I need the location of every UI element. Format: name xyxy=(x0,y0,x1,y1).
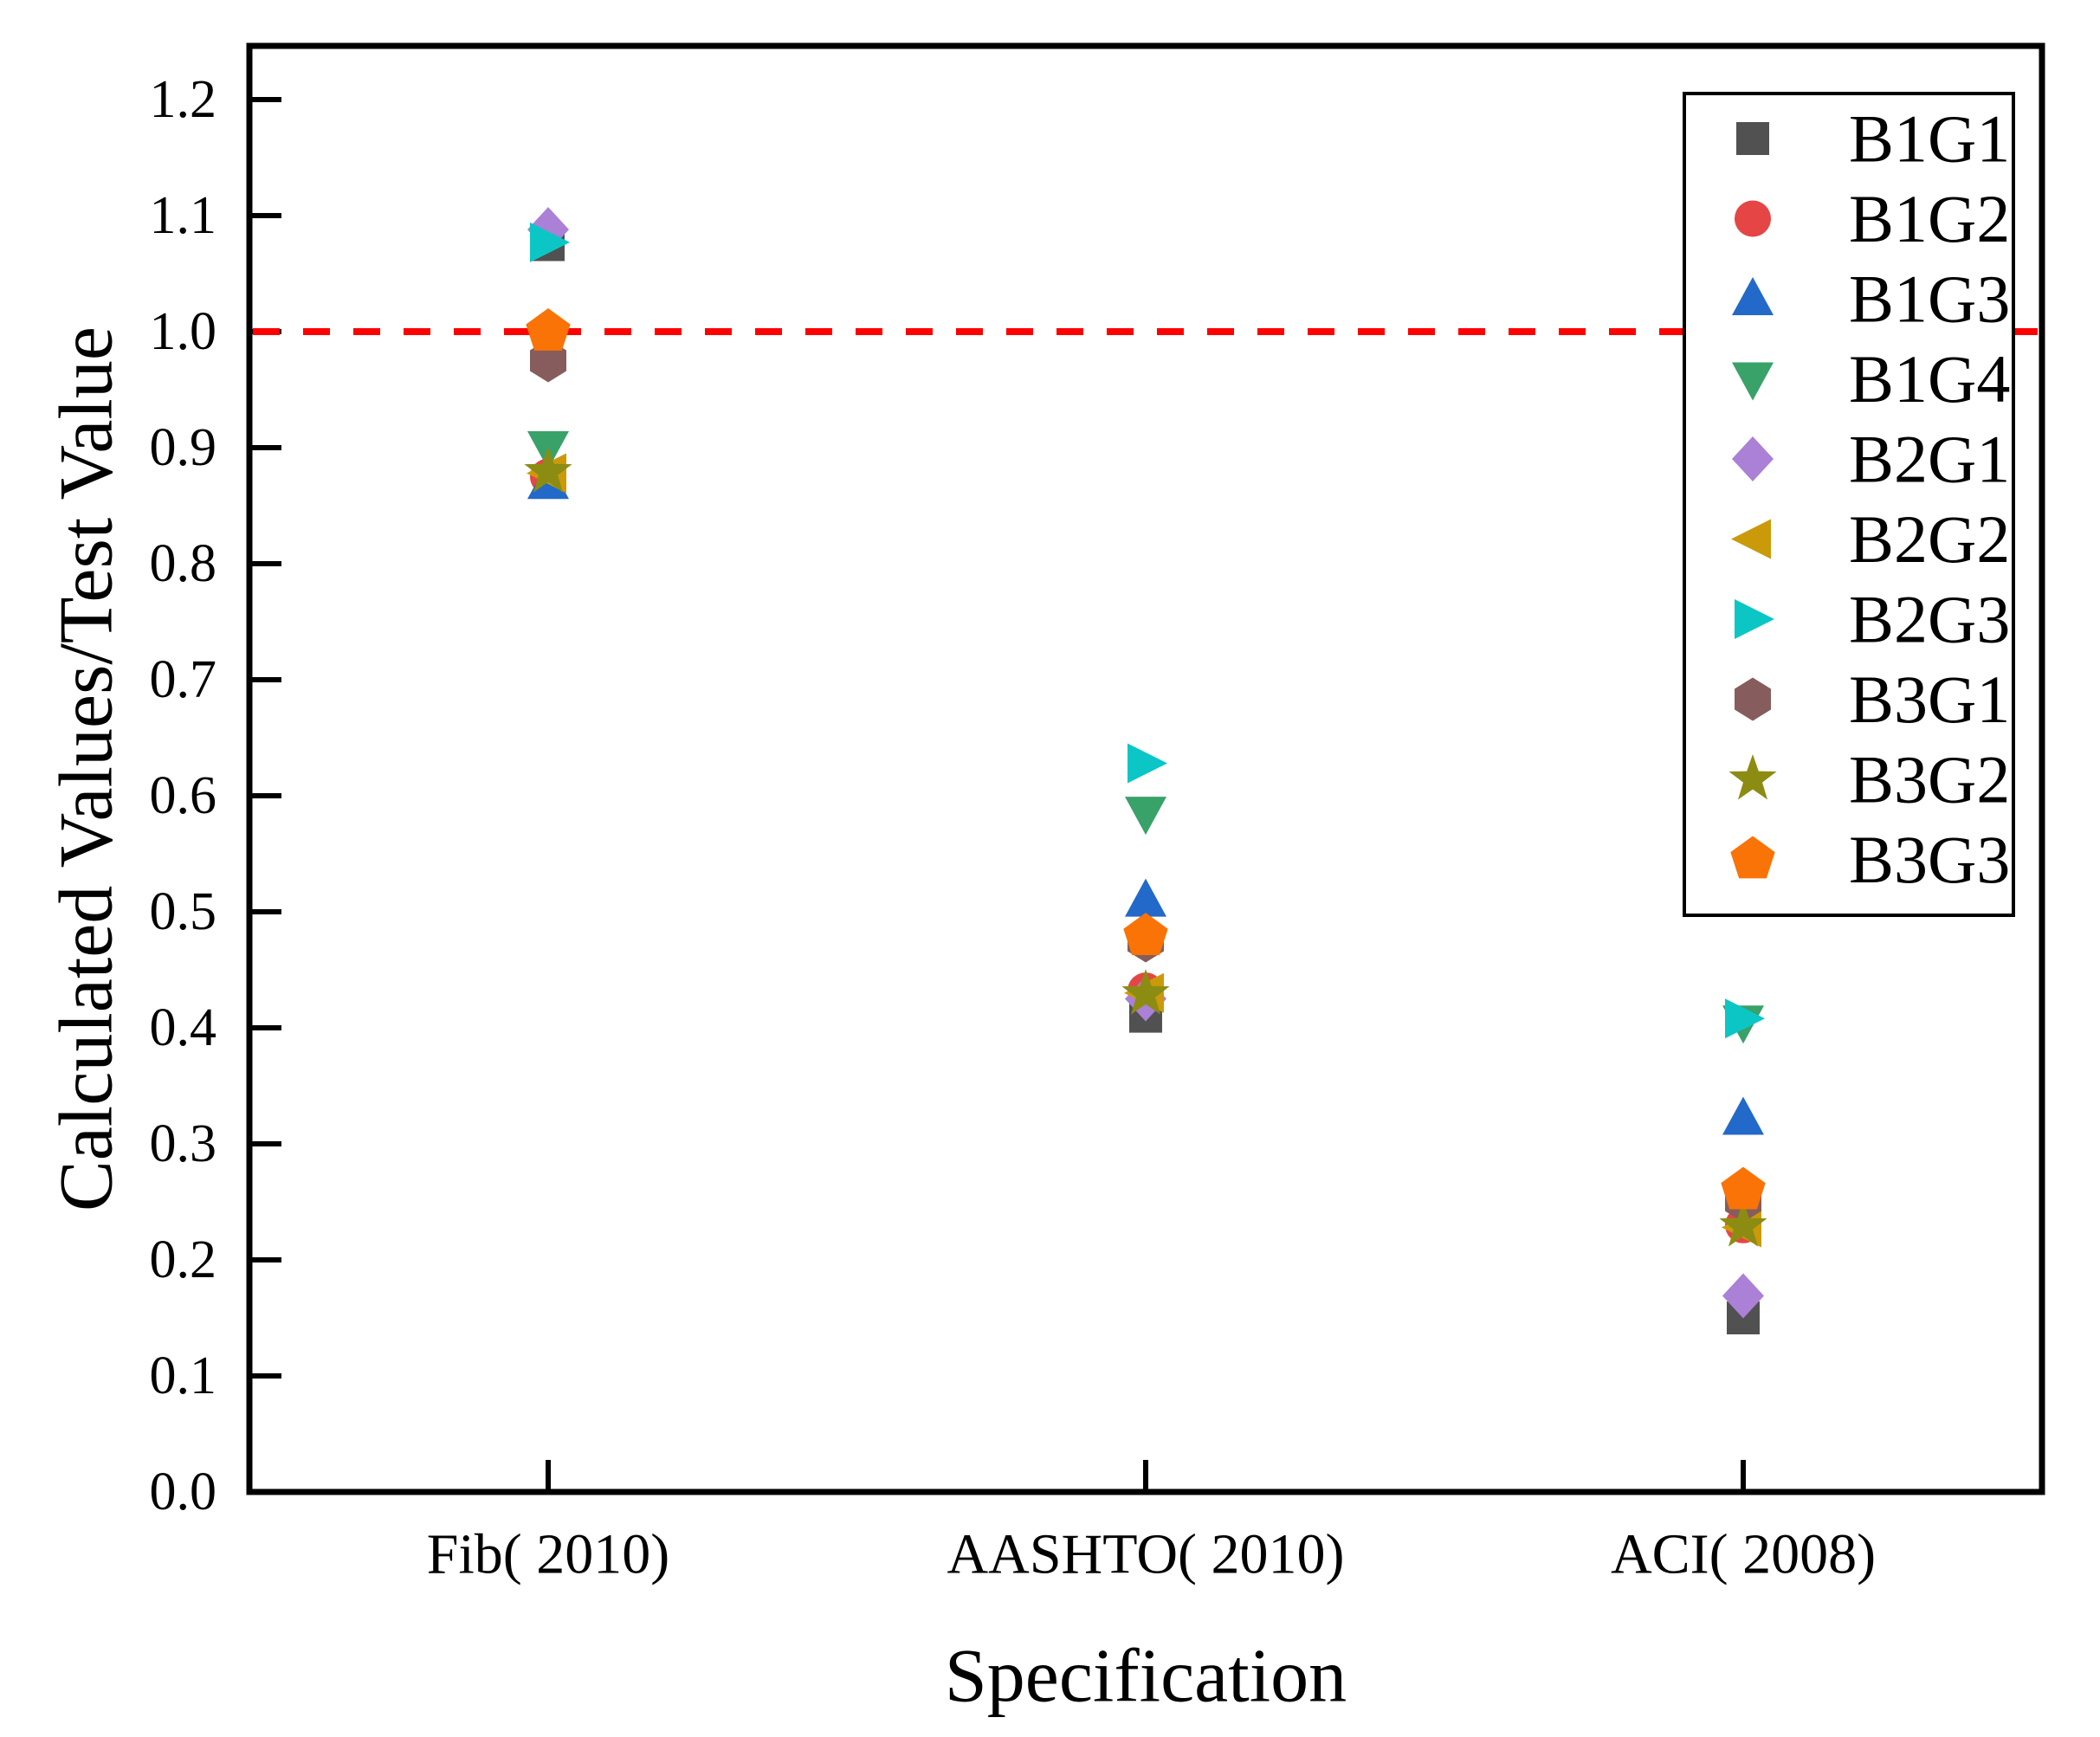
legend-label-B1G3: B1G3 xyxy=(1849,262,2010,337)
point-B1G3-shape xyxy=(1125,878,1166,917)
legend-marker-B2G3-shape xyxy=(1735,599,1774,639)
x-tick-label: AASHTO( 2010) xyxy=(947,1523,1345,1586)
y-tick-label: 1.0 xyxy=(150,302,217,361)
y-tick-label: 0.1 xyxy=(150,1346,217,1405)
point-B2G3-shape xyxy=(1128,743,1167,784)
legend-marker-B1G4-shape xyxy=(1732,362,1774,401)
point-B3G2-shape xyxy=(1121,969,1170,1015)
y-tick-label: 0.7 xyxy=(150,650,217,709)
legend-label-B3G3: B3G3 xyxy=(1849,822,2010,897)
point-B2G3-shape xyxy=(1725,998,1765,1039)
y-tick-label: 0.2 xyxy=(150,1230,217,1289)
legend-label-B3G1: B3G1 xyxy=(1849,662,2010,737)
legend-label-B1G2: B1G2 xyxy=(1849,181,2010,256)
y-tick-label: 0.8 xyxy=(150,534,217,593)
legend-marker-B3G1-shape xyxy=(1735,677,1771,721)
legend-marker-B1G3-shape xyxy=(1732,277,1774,315)
point-B3G3-shape xyxy=(1123,913,1168,955)
legend-label-B1G1: B1G1 xyxy=(1849,101,2010,177)
point-B3G2-shape xyxy=(1719,1201,1767,1247)
legend-label-B2G2: B2G2 xyxy=(1849,501,2010,577)
legend-marker-B1G1 xyxy=(1736,122,1769,155)
legend-label-B2G3: B2G3 xyxy=(1849,582,2010,657)
point-B3G2-shape xyxy=(524,447,572,493)
legend-marker-B3G2-shape xyxy=(1728,754,1777,800)
legend-marker-B3G3-shape xyxy=(1730,836,1775,879)
legend-label-B2G1: B2G1 xyxy=(1849,422,2010,497)
y-tick-label: 0.5 xyxy=(150,882,217,941)
legend-label-B3G2: B3G2 xyxy=(1849,742,2010,817)
x-tick-label: Fib( 2010) xyxy=(427,1523,670,1586)
point-B1G3-shape xyxy=(1722,1096,1764,1135)
y-tick-label: 0.4 xyxy=(150,998,217,1057)
x-tick-label: ACI( 2008) xyxy=(1611,1523,1876,1586)
y-tick-label: 0.3 xyxy=(150,1114,217,1173)
x-axis-title: Specification xyxy=(944,1634,1347,1719)
y-tick-label: 0.9 xyxy=(150,418,217,477)
point-B3G3-shape xyxy=(526,308,571,351)
legend-marker-B2G1-shape xyxy=(1732,436,1774,481)
point-B1G4-shape xyxy=(1125,797,1166,836)
point-B2G3-shape xyxy=(530,222,570,262)
y-tick-label: 1.1 xyxy=(150,186,217,245)
plot-frame xyxy=(246,42,2045,1495)
legend-marker-B1G2 xyxy=(1735,200,1771,237)
y-tick-label: 0.0 xyxy=(150,1463,217,1521)
point-B3G3-shape xyxy=(1721,1166,1766,1210)
legend-marker-B2G2-shape xyxy=(1731,519,1771,559)
y-tick-label: 1.2 xyxy=(150,70,217,129)
y-axis-title: Calculated Values/Test Value xyxy=(44,326,129,1211)
legend-label-B1G4: B1G4 xyxy=(1849,341,2010,416)
y-tick-label: 0.6 xyxy=(150,766,217,825)
point-B2G1-shape xyxy=(1722,1273,1764,1319)
